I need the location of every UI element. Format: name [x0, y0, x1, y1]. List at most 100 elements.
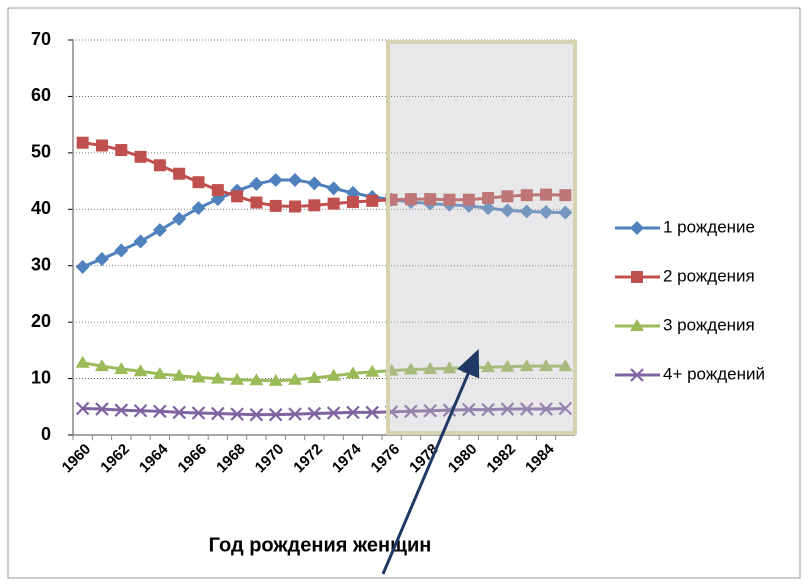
marker — [404, 404, 418, 419]
y-tick-label: 70 — [31, 29, 51, 49]
chart-border — [7, 7, 801, 579]
marker — [481, 201, 496, 216]
legend-label: 4+ рождений — [663, 364, 765, 383]
marker — [520, 189, 533, 202]
series-line — [82, 406, 566, 417]
marker — [152, 223, 167, 238]
arrow — [381, 348, 480, 575]
marker — [133, 403, 148, 418]
marker — [404, 193, 417, 206]
marker — [500, 402, 515, 416]
marker — [482, 192, 495, 204]
marker — [366, 194, 379, 207]
marker — [443, 193, 456, 206]
y-tick-label: 40 — [31, 198, 51, 218]
marker — [268, 172, 283, 187]
marker — [423, 403, 437, 418]
marker — [133, 364, 148, 377]
marker — [115, 144, 128, 157]
marker — [539, 402, 553, 416]
marker — [94, 251, 109, 266]
x-axis-label: Год рождения женщин — [209, 534, 432, 556]
marker — [231, 190, 244, 203]
marker — [558, 359, 573, 372]
marker — [268, 407, 283, 422]
marker — [95, 139, 108, 152]
marker — [249, 407, 264, 422]
marker — [153, 159, 166, 172]
legend-label: 2 рождения — [663, 266, 755, 285]
y-tick-label: 20 — [31, 311, 51, 331]
marker — [75, 355, 90, 368]
marker — [134, 150, 147, 163]
marker — [519, 402, 534, 416]
marker — [307, 371, 322, 384]
marker — [95, 402, 109, 416]
marker — [211, 184, 224, 197]
marker — [153, 404, 167, 419]
marker — [630, 221, 644, 235]
marker — [423, 361, 438, 374]
marker — [500, 203, 515, 218]
marker — [133, 234, 148, 249]
marker — [631, 271, 643, 283]
marker — [442, 361, 457, 374]
marker — [462, 193, 475, 206]
highlight-region — [386, 40, 577, 435]
marker — [268, 373, 283, 386]
marker — [481, 402, 495, 417]
marker — [114, 243, 129, 258]
marker — [540, 188, 553, 201]
marker — [230, 407, 244, 421]
marker — [346, 405, 360, 420]
marker — [288, 172, 303, 187]
marker — [326, 406, 341, 420]
marker — [249, 373, 264, 386]
marker — [403, 362, 418, 375]
marker — [365, 405, 380, 420]
marker — [630, 368, 644, 382]
legend-label: 1 рождение — [663, 217, 755, 236]
marker — [424, 193, 437, 206]
marker — [172, 368, 187, 381]
marker — [114, 403, 129, 417]
marker — [481, 360, 496, 373]
marker — [630, 319, 644, 331]
marker — [308, 199, 321, 212]
marker — [559, 189, 572, 202]
marker — [75, 259, 90, 274]
marker — [191, 406, 206, 420]
marker — [173, 167, 186, 180]
marker — [230, 372, 245, 385]
marker — [365, 364, 380, 377]
marker — [307, 176, 322, 191]
marker — [152, 367, 167, 380]
marker — [346, 195, 359, 208]
marker — [558, 401, 573, 416]
marker — [114, 361, 129, 374]
marker — [345, 366, 360, 379]
marker — [210, 371, 225, 384]
marker — [539, 359, 554, 372]
marker — [327, 197, 340, 210]
y-tick-label: 50 — [31, 142, 51, 162]
marker — [519, 204, 534, 219]
y-tick-label: 30 — [31, 254, 51, 274]
marker — [539, 205, 554, 220]
marker — [288, 372, 303, 385]
y-tick-label: 60 — [31, 85, 51, 105]
y-tick-label: 0 — [41, 424, 51, 444]
marker — [75, 401, 90, 416]
marker — [288, 407, 302, 421]
marker — [462, 402, 476, 417]
marker — [501, 190, 514, 203]
marker — [326, 368, 341, 381]
marker — [172, 211, 187, 226]
marker — [326, 181, 341, 196]
marker — [192, 176, 205, 189]
marker — [211, 406, 225, 421]
marker — [307, 406, 322, 421]
marker — [558, 205, 573, 220]
marker — [76, 136, 89, 149]
